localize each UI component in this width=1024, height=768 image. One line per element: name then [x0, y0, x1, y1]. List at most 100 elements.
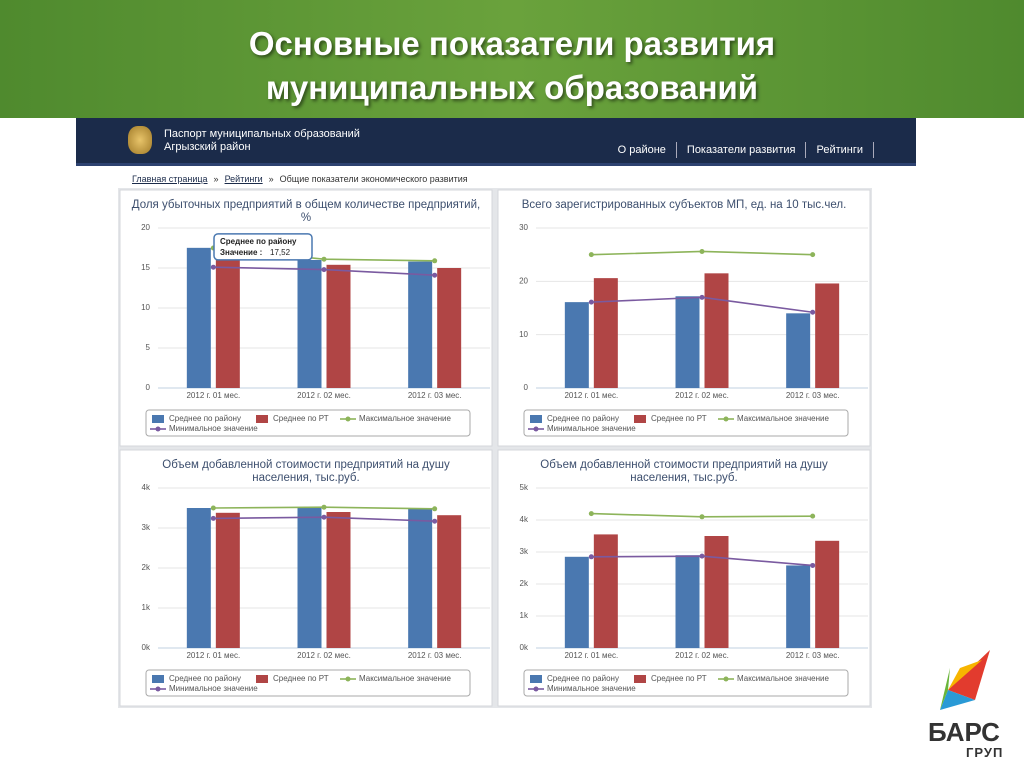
- x-tick-label: 2012 г. 01 мес.: [564, 651, 618, 660]
- legend-label: Среднее по РТ: [273, 414, 329, 423]
- y-tick-label: 1k: [520, 611, 529, 620]
- bar: [593, 534, 618, 648]
- logo-subname: ГРУП: [966, 745, 1004, 760]
- logo-mark: [940, 690, 975, 710]
- marker: [321, 514, 327, 520]
- bar: [786, 313, 811, 388]
- tooltip-value: 17,52: [270, 248, 291, 257]
- legend-swatch: [152, 415, 164, 423]
- y-tick-label: 2k: [520, 579, 529, 588]
- chart-title: Объем добавленной стоимости предприятий …: [540, 459, 828, 484]
- logo-name: БАРС: [928, 717, 1000, 747]
- y-tick-label: 0: [524, 383, 529, 392]
- legend: [145, 409, 471, 437]
- legend-label: Среднее по району: [547, 674, 619, 683]
- bar: [815, 283, 840, 388]
- legend-swatch: [155, 426, 161, 432]
- slide-title: Основные показатели развития муниципальн…: [248, 25, 776, 106]
- marker: [210, 264, 216, 270]
- legend-label: Минимальное значение: [547, 424, 636, 433]
- y-tick-label: 0: [146, 383, 151, 392]
- marker: [210, 505, 216, 511]
- marker: [210, 515, 216, 521]
- legend-label: Среднее по району: [169, 674, 241, 683]
- legend-label: Среднее по району: [169, 414, 241, 423]
- x-tick-label: 2012 г. 02 мес.: [297, 391, 351, 400]
- legend-swatch: [256, 675, 268, 683]
- x-tick-label: 2012 г. 03 мес.: [408, 391, 462, 400]
- y-tick-label: 0k: [520, 643, 529, 652]
- marker: [588, 511, 594, 517]
- marker: [588, 554, 594, 560]
- legend-label: Среднее по району: [547, 414, 619, 423]
- x-tick-label: 2012 г. 02 мес.: [297, 651, 351, 660]
- bar: [408, 261, 433, 388]
- x-tick-label: 2012 г. 03 мес.: [786, 391, 840, 400]
- marker: [432, 258, 438, 264]
- bar: [564, 302, 589, 388]
- y-tick-label: 4k: [520, 515, 529, 524]
- marker: [810, 513, 816, 519]
- y-tick-label: 15: [141, 263, 150, 272]
- y-tick-label: 2k: [142, 563, 151, 572]
- legend-swatch: [530, 415, 542, 423]
- bar: [675, 555, 700, 648]
- marker: [699, 514, 705, 520]
- bar: [675, 296, 700, 388]
- legend-label: Среднее по РТ: [651, 414, 707, 423]
- bar: [704, 273, 729, 388]
- marker: [321, 256, 327, 262]
- y-tick-label: 30: [519, 223, 528, 232]
- marker: [810, 252, 816, 258]
- legend-label: Максимальное значение: [737, 674, 829, 683]
- logo-mark: [940, 668, 950, 710]
- y-tick-label: 0k: [142, 643, 151, 652]
- logo-mark: [948, 650, 990, 700]
- breadcrumb-current: Общие показатели экономического развития: [279, 174, 468, 184]
- marker: [699, 248, 705, 254]
- banner: [0, 0, 1024, 118]
- bar: [437, 515, 462, 648]
- tooltip-label: Значение :: [220, 248, 262, 257]
- bar: [704, 536, 729, 648]
- breadcrumb-link[interactable]: Рейтинги: [224, 174, 263, 184]
- y-tick-label: 3k: [520, 547, 529, 556]
- x-tick-label: 2012 г. 01 мес.: [186, 391, 240, 400]
- separator: »: [268, 174, 274, 184]
- legend-swatch: [155, 686, 161, 692]
- legend-swatch: [345, 416, 351, 422]
- y-tick-label: 20: [519, 276, 528, 285]
- y-tick-label: 4k: [142, 483, 151, 492]
- legend-swatch: [152, 675, 164, 683]
- bar: [786, 565, 811, 648]
- legend-swatch: [530, 675, 542, 683]
- nav-item[interactable]: Показатели развития: [677, 142, 807, 158]
- bar: [408, 508, 433, 648]
- chart-title: Объем добавленной стоимости предприятий …: [162, 459, 450, 484]
- marker: [588, 299, 594, 305]
- x-tick-label: 2012 г. 01 мес.: [186, 651, 240, 660]
- nav-item[interactable]: О районе: [608, 142, 677, 158]
- legend: [523, 409, 849, 437]
- y-tick-label: 10: [519, 330, 528, 339]
- marker: [588, 252, 594, 258]
- legend: [145, 669, 471, 697]
- y-tick-label: 3k: [142, 523, 151, 532]
- bar: [593, 278, 618, 388]
- y-tick-label: 5k: [520, 483, 529, 492]
- bar: [326, 264, 351, 388]
- logo-mark: [948, 660, 982, 690]
- marker: [699, 294, 705, 300]
- x-tick-label: 2012 г. 01 мес.: [564, 391, 618, 400]
- legend-swatch: [256, 415, 268, 423]
- marker: [432, 506, 438, 512]
- legend-label: Максимальное значение: [737, 414, 829, 423]
- x-tick-label: 2012 г. 02 мес.: [675, 391, 729, 400]
- bar: [326, 512, 351, 648]
- breadcrumb-link[interactable]: Главная страница: [132, 174, 208, 184]
- nav-item[interactable]: Рейтинги: [806, 142, 874, 158]
- marker: [321, 504, 327, 510]
- legend-swatch: [723, 416, 729, 422]
- legend-label: Среднее по РТ: [273, 674, 329, 683]
